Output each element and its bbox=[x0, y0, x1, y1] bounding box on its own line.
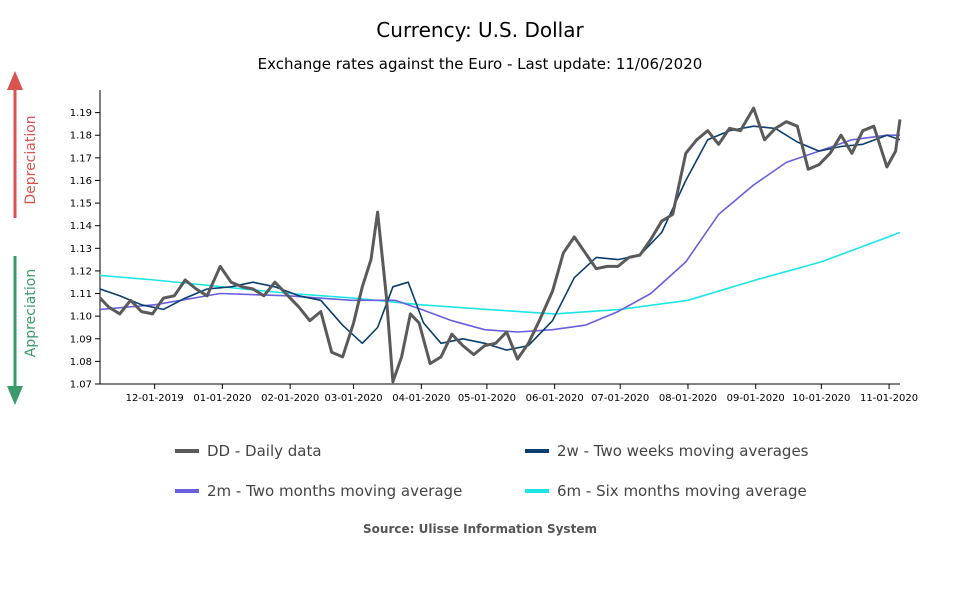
series-line-2w bbox=[99, 125, 901, 351]
depreciation-label: Depreciation bbox=[23, 115, 39, 204]
y-tick-label: 1.13 bbox=[70, 244, 92, 255]
depreciation-arrow bbox=[7, 71, 23, 218]
y-tick-label: 1.07 bbox=[70, 380, 92, 391]
side-indicators: Depreciation Appreciation bbox=[7, 71, 39, 405]
y-tick-label: 1.12 bbox=[70, 266, 92, 277]
series-line-2m bbox=[99, 134, 900, 333]
x-tick-label: 12-01-2019 bbox=[126, 393, 184, 404]
x-tick-label: 03-01-2020 bbox=[324, 393, 382, 404]
y-tick-label: 1.17 bbox=[70, 153, 92, 164]
legend-label-2w: 2w - Two weeks moving averages bbox=[557, 442, 809, 460]
x-tick-label: 09-01-2020 bbox=[727, 393, 785, 404]
chart-subtitle: Exchange rates against the Euro - Last u… bbox=[257, 55, 703, 73]
appreciation-label: Appreciation bbox=[23, 269, 39, 357]
y-tick-label: 1.16 bbox=[70, 176, 92, 187]
axes: 1.07 1.08 1.09 1.10 1.11 1.12 1.13 1.14 1.15 1.16… bbox=[70, 90, 918, 404]
y-tick-label: 1.08 bbox=[70, 357, 92, 368]
up-arrow-icon bbox=[7, 71, 23, 90]
chart-title: Currency: U.S. Dollar bbox=[376, 18, 584, 42]
x-tick-label: 01-01-2020 bbox=[193, 393, 251, 404]
x-tick-label: 11-01-2020 bbox=[860, 393, 918, 404]
y-tick-label: 1.10 bbox=[70, 312, 92, 323]
y-tick-label: 1.15 bbox=[70, 199, 92, 210]
y-tick-label: 1.18 bbox=[70, 131, 92, 142]
x-tick-label: 05-01-2020 bbox=[458, 393, 516, 404]
legend-swatch-dd bbox=[175, 449, 199, 453]
y-tick-label: 1.14 bbox=[70, 221, 92, 232]
legend-swatch-2m bbox=[175, 489, 199, 493]
legend-item-2w: 2w - Two weeks moving averages bbox=[525, 442, 809, 460]
legend-item-2m: 2m - Two months moving average bbox=[175, 482, 462, 500]
x-tick-label: 04-01-2020 bbox=[392, 393, 450, 404]
exchange-rate-chart: Depreciation Appreciation 1.071.081.091.… bbox=[7, 71, 918, 405]
legend-swatch-6m bbox=[525, 489, 549, 493]
down-arrow-icon bbox=[7, 386, 23, 405]
legend-label-2m: 2m - Two months moving average bbox=[207, 482, 463, 500]
series-lines bbox=[98, 106, 902, 384]
legend-label-dd: DD - Daily data bbox=[207, 442, 322, 460]
y-tick-label: 1.11 bbox=[70, 289, 92, 300]
x-tick-label: 02-01-2020 bbox=[261, 393, 319, 404]
source-note: Source: Ulisse Information System bbox=[363, 522, 597, 536]
x-tick-label: 10-01-2020 bbox=[792, 393, 850, 404]
legend-label-6m: 6m - Six months moving average bbox=[557, 482, 807, 500]
y-tick-label: 1.19 bbox=[70, 108, 92, 119]
x-tick-label: 08-01-2020 bbox=[659, 393, 717, 404]
legend-item-dd: DD - Daily data bbox=[175, 442, 322, 460]
x-tick-label: 06-01-2020 bbox=[526, 393, 584, 404]
legend-item-6m: 6m - Six months moving average bbox=[525, 482, 807, 500]
x-tick-label: 07-01-2020 bbox=[591, 393, 649, 404]
series-line-dd bbox=[98, 106, 902, 384]
y-tick-label: 1.09 bbox=[70, 334, 92, 345]
legend-swatch-2w bbox=[525, 449, 549, 453]
series-line-6m bbox=[99, 231, 901, 315]
appreciation-arrow bbox=[7, 256, 23, 405]
